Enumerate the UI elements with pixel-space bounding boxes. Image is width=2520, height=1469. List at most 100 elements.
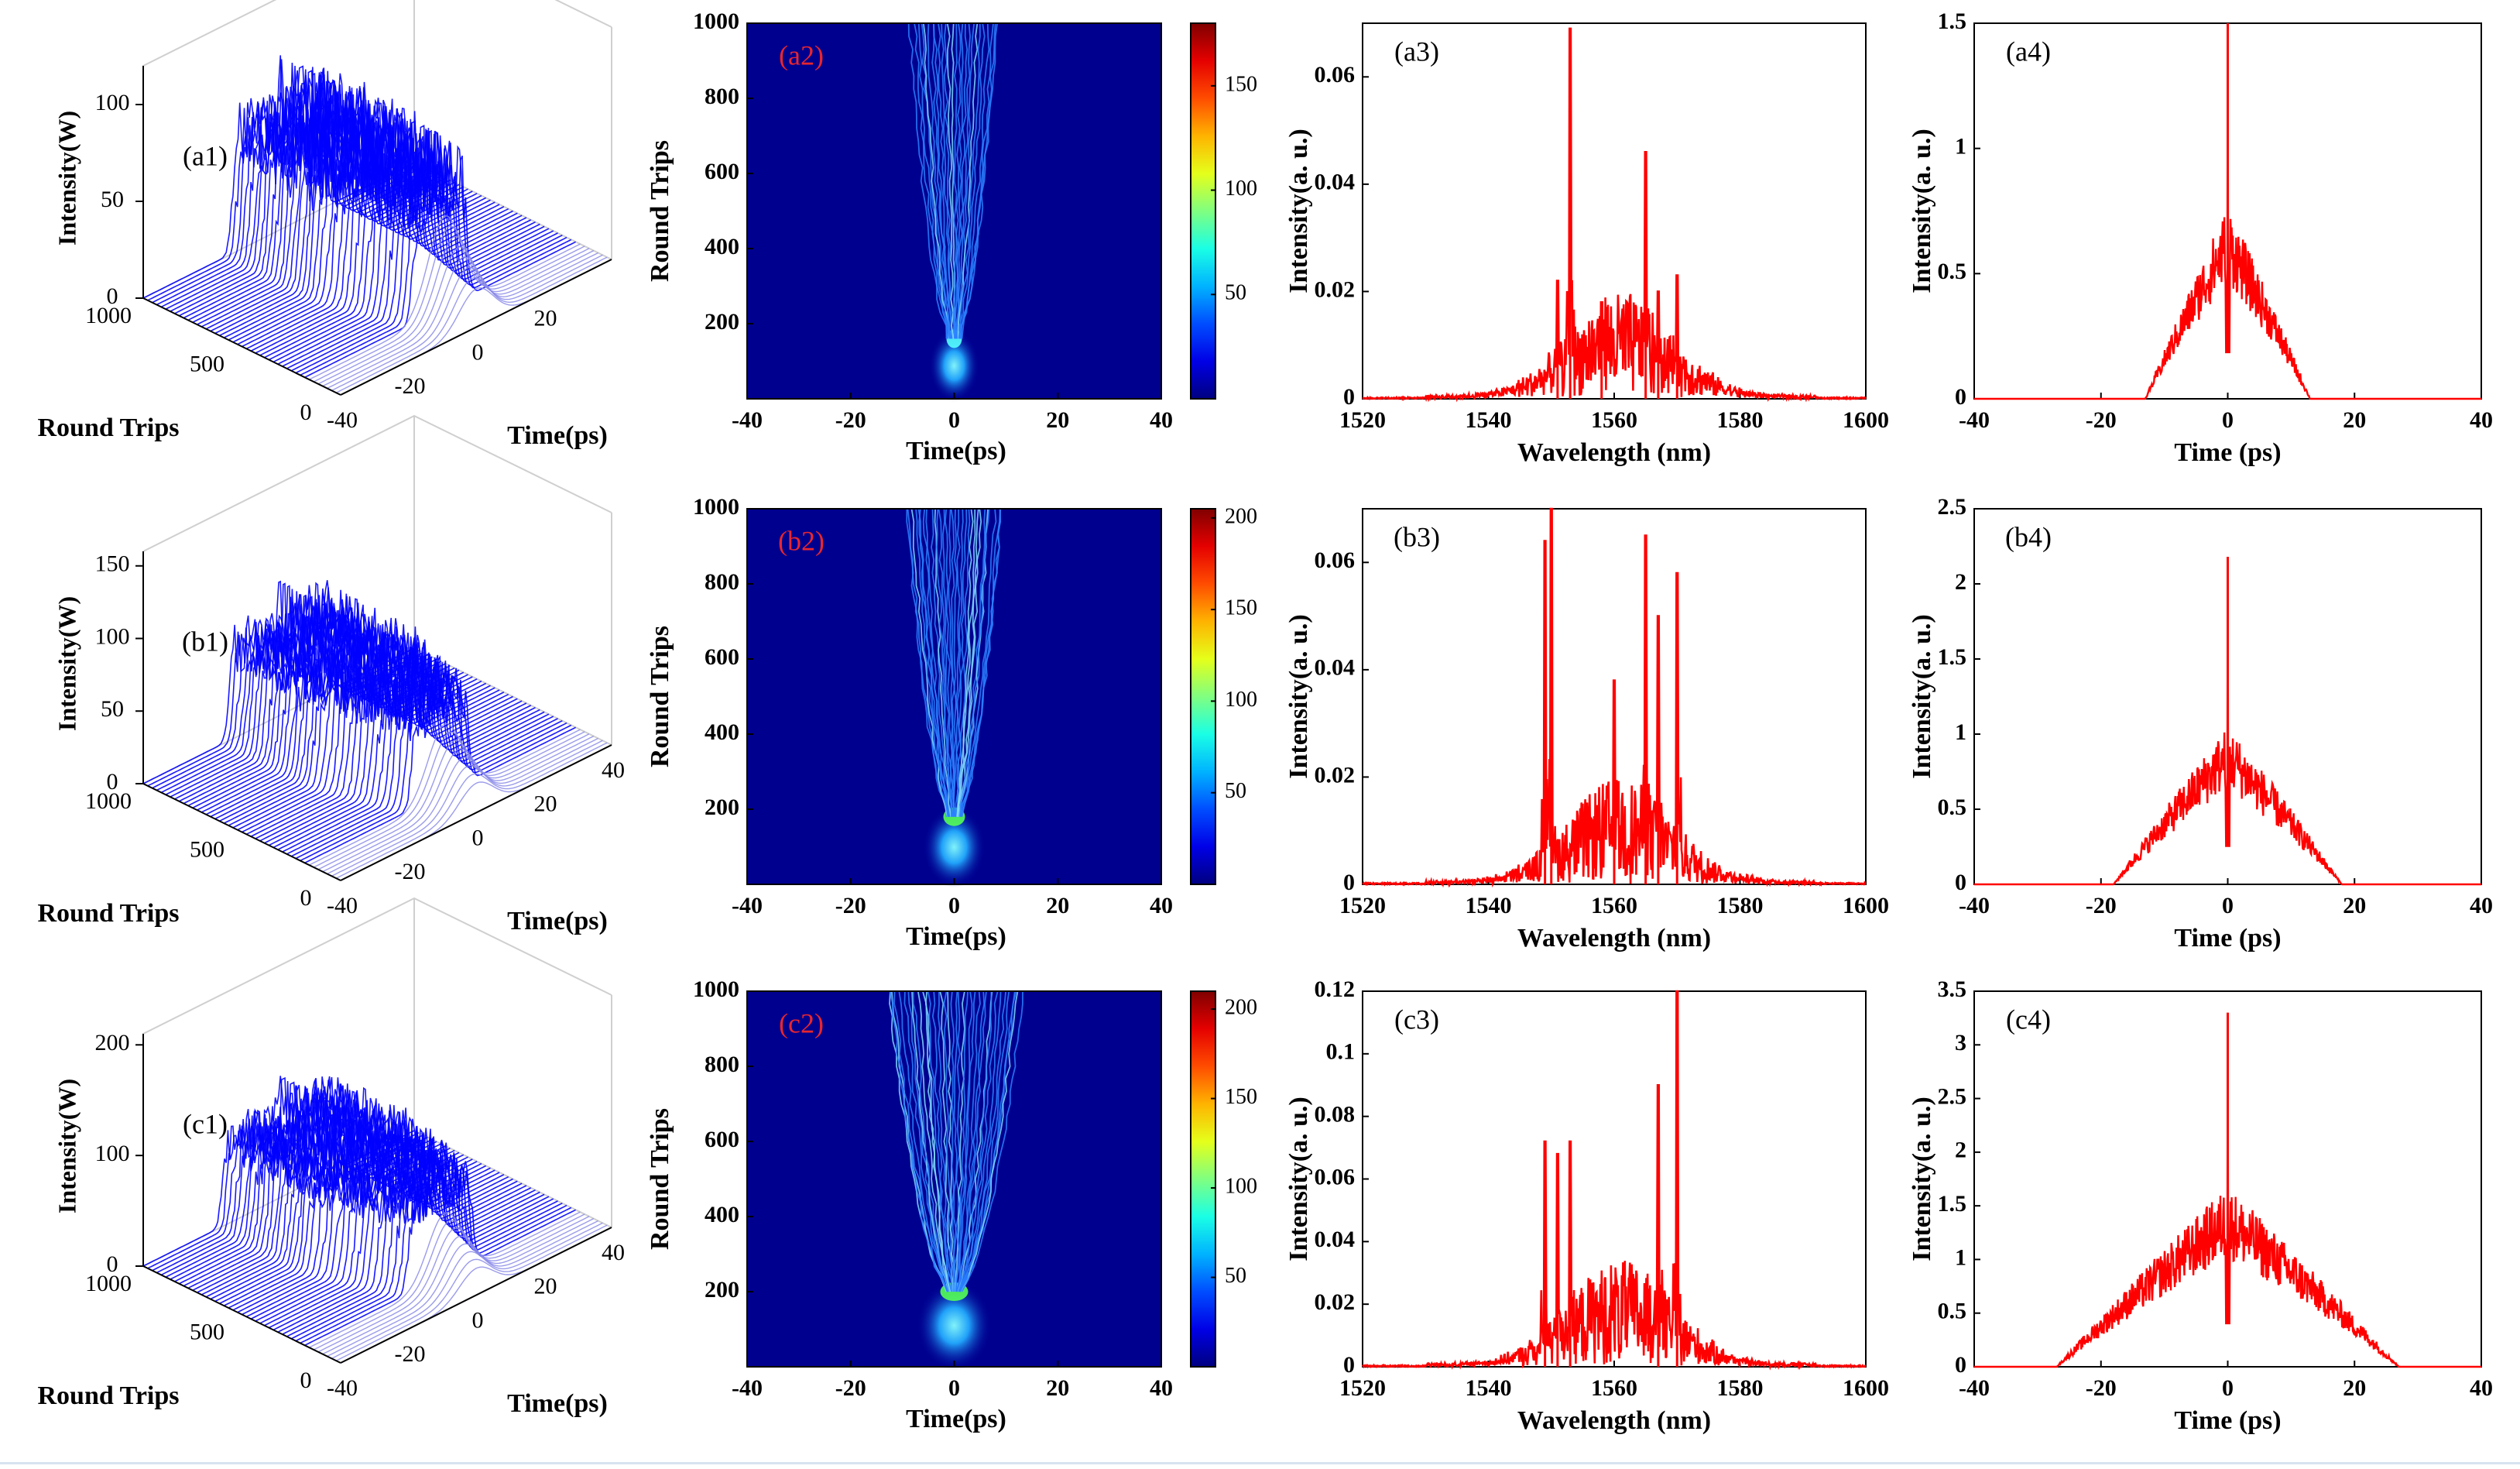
- y-tick-label: 3: [1955, 1030, 1966, 1055]
- waterfall-trace: [327, 737, 598, 875]
- x-axis-label: Time(ps): [906, 1405, 1006, 1433]
- z-axis-label: Intensity(W): [53, 596, 81, 731]
- filament: [961, 990, 1019, 1292]
- waterfall-trace: [282, 651, 554, 853]
- filament: [912, 990, 951, 1292]
- y-tick-label: 500: [190, 1319, 225, 1344]
- waterfall-trace: [304, 662, 576, 864]
- filament: [952, 990, 958, 1292]
- y-tick-label: 800: [705, 84, 739, 109]
- waterfall-trace: [259, 1132, 532, 1324]
- y-tick-label: 0: [300, 885, 312, 911]
- y-tick-label: 2: [1955, 1138, 1966, 1163]
- filament: [937, 990, 953, 1292]
- z-axis-label: Intensity(W): [53, 111, 81, 245]
- y-axis-label: Round Trips: [38, 899, 180, 928]
- z-tick-label: 100: [95, 623, 130, 649]
- x-tick-label: -20: [395, 373, 426, 399]
- colorbar-tick-label: 100: [1225, 1174, 1257, 1198]
- bottom-divider: [0, 1462, 2520, 1464]
- waterfall-trace: [250, 633, 523, 837]
- filament: [934, 508, 952, 817]
- waterfall-trace: [304, 135, 576, 379]
- panel-label: (c1): [183, 1108, 228, 1139]
- waterfall-trace: [322, 246, 595, 387]
- x-tick-label: 0: [472, 339, 484, 365]
- y-tick-label: 200: [705, 795, 739, 820]
- spectrum-peaks: [1544, 509, 1678, 884]
- filament: [943, 990, 954, 1292]
- panel-a4: -40 -20 0 20 40 0 0.5 1 1.5 Time (ps) Intensity(a.…: [1908, 9, 2493, 467]
- y-tick-label: 0.04: [1315, 655, 1356, 681]
- y-tick-label: 1.5: [1938, 9, 1967, 34]
- panel-label: (c3): [1394, 1004, 1439, 1035]
- x-tick-label: -40: [327, 893, 358, 918]
- filament: [889, 990, 948, 1292]
- waterfall-trace: [331, 1222, 603, 1359]
- x-tick-label: -20: [835, 893, 866, 918]
- filament: [950, 508, 956, 817]
- waterfall-trace: [286, 652, 558, 855]
- x-tick-label: -20: [835, 407, 866, 433]
- y-tick-label: 0: [300, 1368, 312, 1393]
- panel-a3: 1520 1540 1560 1580 1600 0 0.02 0.04 0.06 Wavelen…: [1284, 22, 1889, 467]
- filament: [959, 508, 997, 817]
- x-tick-label: 20: [534, 791, 557, 817]
- panel-a1: 05010005001000-40-20020Intensity(W)Round…: [38, 0, 612, 450]
- colorbar-tick-label: 150: [1225, 596, 1257, 620]
- filament: [927, 22, 951, 339]
- round-trips-axis: [142, 297, 341, 396]
- y-tick-label: 0: [1343, 1352, 1355, 1378]
- x-tick-label: -20: [395, 859, 426, 884]
- waterfall-trace: [300, 659, 572, 862]
- filament: [955, 508, 964, 817]
- x-tick-label: 1600: [1843, 893, 1889, 918]
- x-tick-label: 1560: [1591, 893, 1637, 918]
- waterfall-trace: [317, 235, 590, 385]
- panel-label: (b4): [2005, 521, 2052, 552]
- colorbar: [1190, 508, 1216, 885]
- x-axis-label: Time (ps): [2174, 1406, 2281, 1435]
- y-tick-label: 0.06: [1315, 547, 1356, 573]
- filament: [898, 990, 949, 1292]
- waterfall-trace: [250, 122, 523, 352]
- filament: [955, 990, 969, 1292]
- y-tick-label: 0.04: [1315, 1227, 1356, 1252]
- y-axis-label: Round Trips: [646, 1108, 674, 1250]
- filament: [958, 990, 1002, 1292]
- y-tick-label: 0: [1343, 384, 1355, 410]
- waterfall-trace: [331, 254, 603, 391]
- waterfall-trace: [304, 1155, 576, 1347]
- x-tick-label: 40: [602, 757, 625, 783]
- panel-c4: -40 -20 0 20 40 0 0.5 1 1.5 2 2.5 3 3.5 Time (ps) Inte…: [1908, 976, 2493, 1435]
- waterfall-trace: [317, 1216, 590, 1353]
- spectrum-line: [1362, 507, 1867, 888]
- filament: [955, 22, 969, 339]
- y-tick-label: 600: [705, 159, 739, 184]
- panel-c2: -40 -20 0 20 40 200 400 600 800 1000 Time(ps) Round…: [646, 976, 1257, 1433]
- waterfall-traces: [142, 55, 612, 396]
- x-tick-label: 1560: [1591, 1375, 1637, 1401]
- waterfall-trace: [286, 124, 558, 369]
- x-tick-label: 40: [2470, 1375, 2493, 1401]
- panel-label: (a4): [2006, 36, 2051, 67]
- z-tick-label: 0: [107, 1251, 118, 1277]
- filament: [950, 990, 956, 1292]
- y-tick-label: 1000: [693, 9, 739, 34]
- back-wall-outline: [142, 414, 612, 784]
- z-tick-label: 0: [107, 769, 118, 795]
- filament: [903, 990, 950, 1292]
- y-axis-label: Intensity(a. u.): [1908, 614, 1936, 779]
- x-tick-label: -40: [1959, 1375, 1990, 1401]
- filament: [922, 508, 951, 817]
- y-tick-label: 0: [1955, 870, 1966, 895]
- waterfall-trace: [273, 1138, 545, 1331]
- x-tick-label: 1580: [1717, 893, 1764, 918]
- waterfall-trace: [268, 655, 540, 846]
- x-tick-label: 20: [534, 1274, 557, 1299]
- y-tick-label: 0.08: [1315, 1102, 1356, 1127]
- filament: [955, 22, 972, 339]
- waterfall-trace: [327, 252, 598, 390]
- filament: [946, 22, 955, 339]
- y-tick-label: 600: [705, 644, 739, 670]
